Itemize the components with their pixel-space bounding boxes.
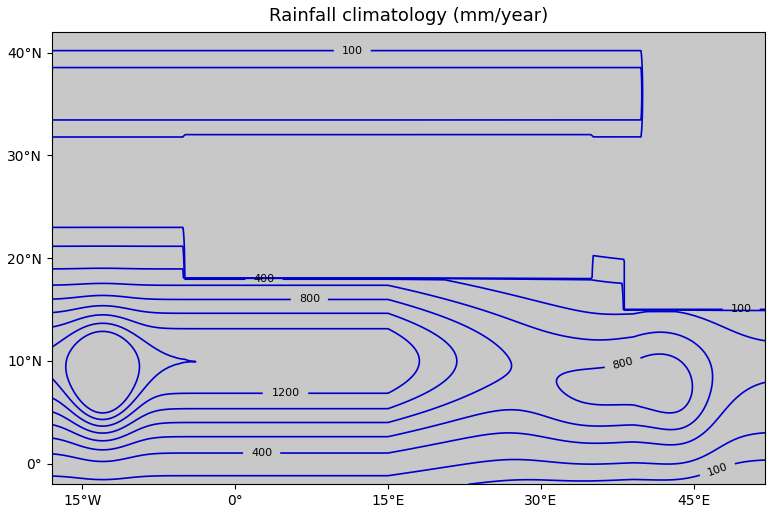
Text: 800: 800: [611, 356, 635, 371]
Text: 400: 400: [253, 274, 275, 284]
Text: 100: 100: [730, 304, 752, 314]
Text: 1200: 1200: [272, 388, 300, 398]
Text: 100: 100: [706, 461, 729, 477]
Title: Rainfall climatology (mm/year): Rainfall climatology (mm/year): [269, 7, 548, 25]
Text: 100: 100: [342, 46, 363, 56]
Text: 400: 400: [251, 448, 273, 458]
Text: 800: 800: [299, 295, 320, 304]
